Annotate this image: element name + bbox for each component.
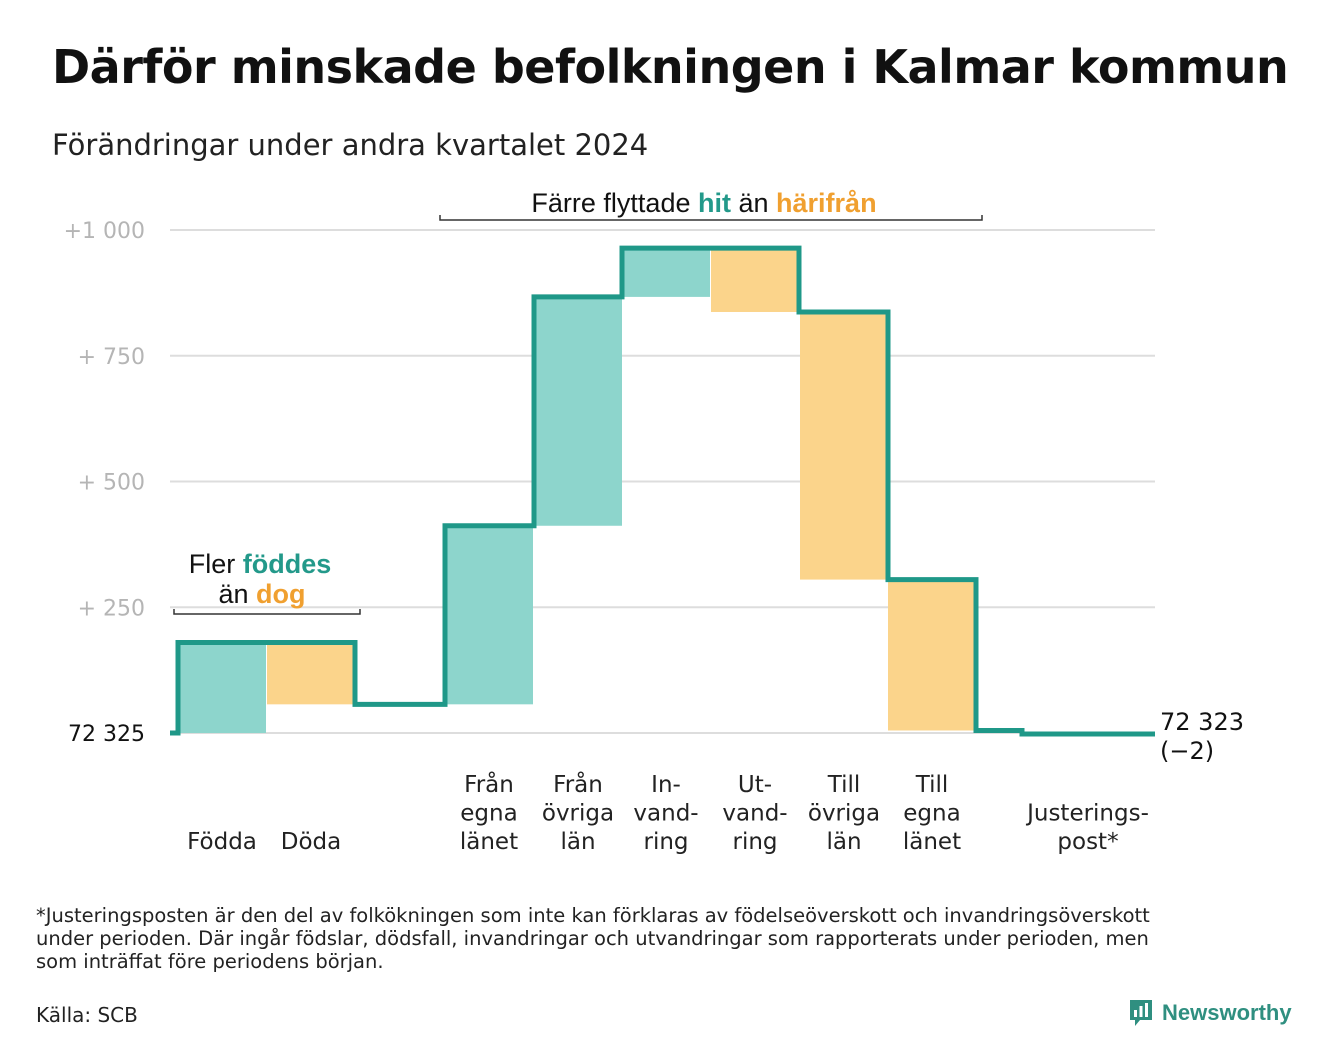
x-category-label: Från — [553, 770, 603, 798]
annotation-part: Fler — [189, 549, 243, 579]
y-tick-label: 72 325 — [68, 722, 145, 747]
y-tick-label: + 750 — [78, 345, 145, 370]
x-category-label: vand- — [722, 801, 787, 827]
chart-title: Därför minskade befolkningen i Kalmar ko… — [52, 40, 1289, 94]
x-category-label: vand- — [633, 801, 698, 827]
waterfall-chart: 72 325 + 250 + 500 + 750 +1 000 Födda Döda Från… — [64, 188, 1244, 855]
annotation-part: härifrån — [776, 188, 877, 218]
annotation-births-deaths: än dog — [218, 579, 305, 609]
x-category-label: Från — [464, 770, 514, 798]
x-category-label: In- — [651, 772, 681, 798]
y-tick-label: + 250 — [78, 596, 145, 621]
footnote-line: *Justeringsposten är den del av folkökni… — [36, 904, 1150, 927]
bar — [622, 248, 710, 297]
x-category-label: Födda — [187, 829, 257, 855]
annotation-part: hit — [698, 188, 731, 218]
x-category-label: Till — [915, 772, 949, 798]
x-category-label: egna — [460, 801, 517, 827]
annotation-migration: Färre flyttade hit än härifrån — [531, 188, 876, 218]
x-category-label: län — [560, 829, 595, 855]
bar — [534, 296, 622, 526]
bar — [711, 248, 799, 312]
annotation-births-deaths: Fler föddes — [189, 549, 332, 579]
x-category-label: övriga — [542, 801, 614, 827]
x-category-label: Döda — [281, 829, 341, 855]
x-category-label: län — [826, 829, 861, 855]
annotation-part: än — [218, 579, 256, 609]
bar — [178, 642, 266, 733]
y-tick-label: +1 000 — [64, 219, 145, 244]
annotation-bracket — [439, 215, 983, 221]
bar-chart-logo-icon — [1130, 1000, 1152, 1026]
x-category-label: Justerings- — [1025, 801, 1149, 827]
x-category-label: ring — [643, 829, 688, 855]
annotation-part: Färre flyttade — [531, 188, 698, 218]
annotation-bracket — [173, 609, 361, 615]
annotation-part: än — [731, 188, 776, 218]
annotation-part: dog — [256, 579, 305, 609]
footnote-line: under perioden. Där ingår födslar, dödsf… — [36, 927, 1149, 950]
bar — [267, 642, 355, 705]
end-value-label: 72 323 — [1160, 708, 1244, 736]
end-change-label: (−2) — [1160, 737, 1214, 765]
x-category-label: egna — [903, 801, 960, 827]
source-note: Källa: SCB — [36, 1003, 138, 1027]
logo-text: Newsworthy — [1162, 1000, 1292, 1025]
cumulative-step-line — [170, 245, 1155, 737]
x-category-label: ring — [732, 829, 777, 855]
x-category-label: övriga — [808, 801, 880, 827]
y-tick-label: + 500 — [78, 471, 145, 496]
bar — [445, 525, 533, 705]
x-category-label: post* — [1057, 829, 1118, 855]
annotation-part: föddes — [243, 549, 332, 579]
footnote: *Justeringsposten är den del av folkökni… — [36, 904, 1316, 973]
chart-subtitle: Förändringar under andra kvartalet 2024 — [52, 128, 649, 162]
x-category-label: länet — [460, 829, 518, 855]
footnote-line: som inträffat före periodens början. — [36, 950, 384, 973]
x-category-label: Ut- — [738, 772, 772, 798]
x-category-label: Till — [827, 772, 861, 798]
bar — [800, 311, 888, 580]
x-category-label: länet — [903, 829, 961, 855]
bar — [888, 579, 976, 731]
newsworthy-logo: Newsworthy — [1128, 998, 1292, 1028]
